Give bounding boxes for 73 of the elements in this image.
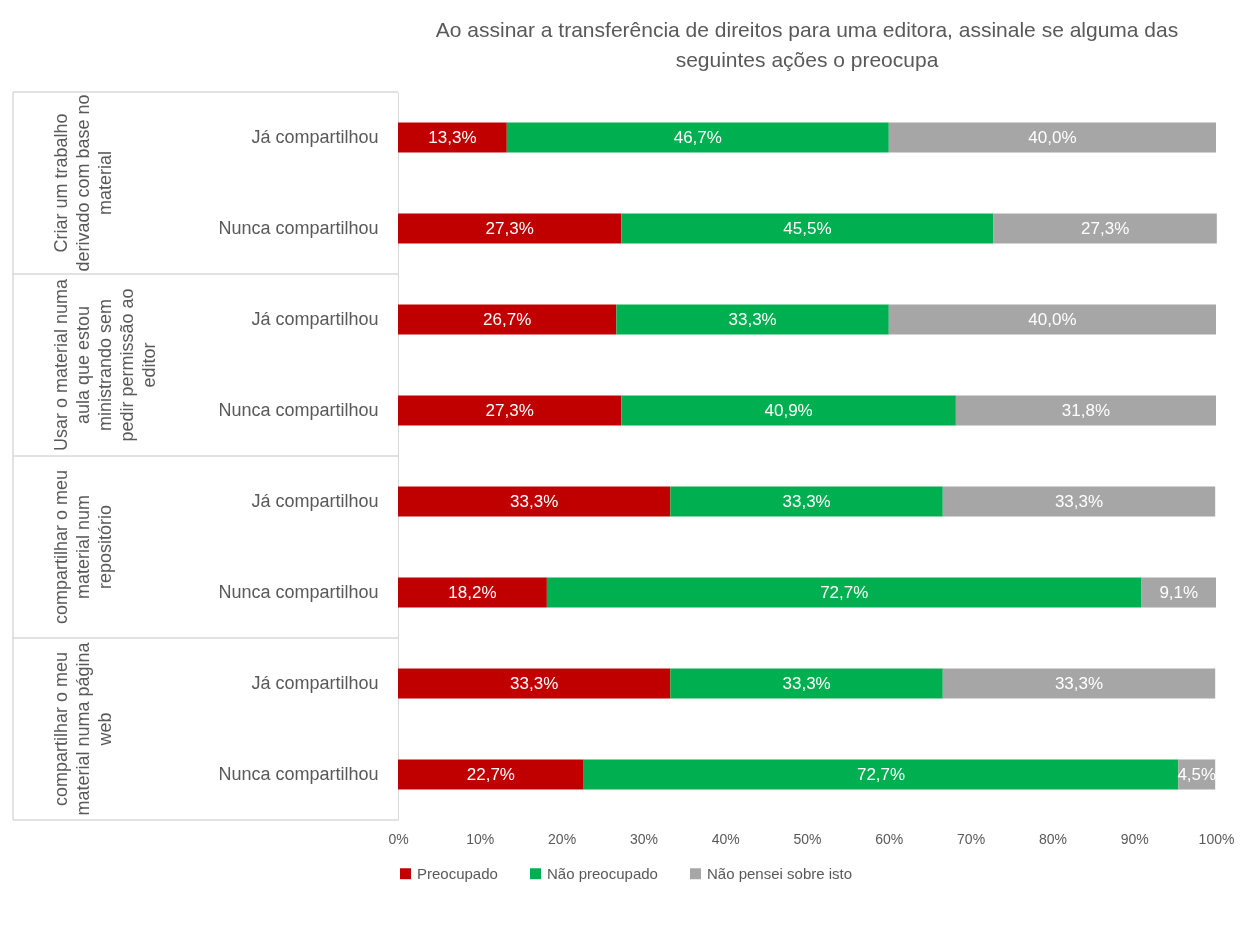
x-tick-label: 30% (629, 830, 658, 847)
bar (1141, 577, 1216, 608)
x-tick-label: 50% (793, 830, 822, 847)
bar (955, 395, 1216, 426)
data-label: 45,5% (783, 218, 832, 238)
y-tick-label: Nunca compartilhou (218, 399, 379, 420)
bar (398, 304, 617, 335)
bar (670, 668, 943, 699)
data-label: 31,8% (1061, 400, 1111, 420)
data-label: 40,0% (1028, 309, 1077, 329)
legend-label: Não preocupado (547, 864, 658, 882)
y-tick-label: Nunca compartilhou (218, 217, 379, 238)
y-tick-label: Já compartilhou (251, 126, 379, 147)
x-tick-label: 0% (388, 830, 409, 847)
data-label: 9,1% (1159, 582, 1199, 602)
bar (942, 668, 1216, 699)
bar (621, 395, 956, 426)
bar (506, 122, 889, 153)
data-label: 46,7% (673, 127, 722, 147)
y-tick-label: Já compartilhou (251, 672, 379, 693)
bar (888, 304, 1216, 335)
data-label: 27,3% (485, 218, 534, 238)
text: compartilhar o meu material num repositório (51, 469, 115, 625)
data-label: 27,3% (485, 400, 534, 420)
data-label: 18,2% (448, 582, 497, 602)
bar (398, 577, 547, 608)
x-tick-label: 10% (466, 830, 495, 847)
text: compartilhar o meu material numa página web (51, 641, 115, 816)
x-tick-label: 80% (1038, 830, 1067, 847)
data-label: 33,3% (510, 673, 559, 693)
data-label: 33,3% (728, 309, 777, 329)
data-label: 22,7% (466, 764, 515, 784)
x-tick-label: 40% (711, 830, 740, 847)
x-tick-label: 60% (875, 830, 904, 847)
data-label: 27,3% (1081, 218, 1130, 238)
data-label: 33,3% (1054, 491, 1104, 511)
data-label: 33,3% (510, 491, 559, 511)
legend-label: Preocupado (417, 864, 498, 882)
y-tick-label: Já compartilhou (251, 490, 379, 511)
y-tick-label: Nunca compartilhou (218, 763, 379, 784)
bar (942, 486, 1216, 517)
x-tick-label: 90% (1120, 830, 1149, 847)
text: Criar um trabalho derivado com base no material (51, 94, 115, 272)
legend-label: Não pensei sobre isto (707, 864, 853, 882)
bar (888, 122, 1216, 153)
bar (398, 122, 507, 153)
x-tick-label: 100% (1198, 830, 1235, 847)
data-label: 33,3% (782, 673, 831, 693)
bar (398, 759, 584, 790)
bar (616, 304, 889, 335)
bar (398, 395, 622, 426)
data-label: 33,3% (782, 491, 831, 511)
bar (398, 668, 671, 699)
data-label: 72,7% (856, 764, 906, 784)
data-label: 40,9% (764, 400, 813, 420)
data-label: 13,3% (428, 127, 477, 147)
y-tick-label: Já compartilhou (251, 308, 379, 329)
text: Usar o material numa aula que estou ministrando sem pedir permissão ao editor (51, 277, 159, 452)
bar (583, 759, 1179, 790)
bar (993, 213, 1217, 244)
bar (670, 486, 943, 517)
data-label: 40,0% (1028, 127, 1077, 147)
x-tick-label: 20% (548, 830, 577, 847)
bar (621, 213, 994, 244)
bar (398, 213, 622, 244)
chart-title: Ao assinar a transferência de direitos para uma editora, assinale se alguma das seguintes ações o preocupa (435, 18, 1179, 72)
x-tick-label: 70% (957, 830, 986, 847)
data-label: 72,7% (820, 582, 869, 602)
y-tick-label: Nunca compartilhou (218, 581, 379, 602)
bar (546, 577, 1142, 608)
data-label: 26,7% (483, 309, 532, 329)
bar (398, 486, 671, 517)
data-label: 33,3% (1054, 673, 1104, 693)
